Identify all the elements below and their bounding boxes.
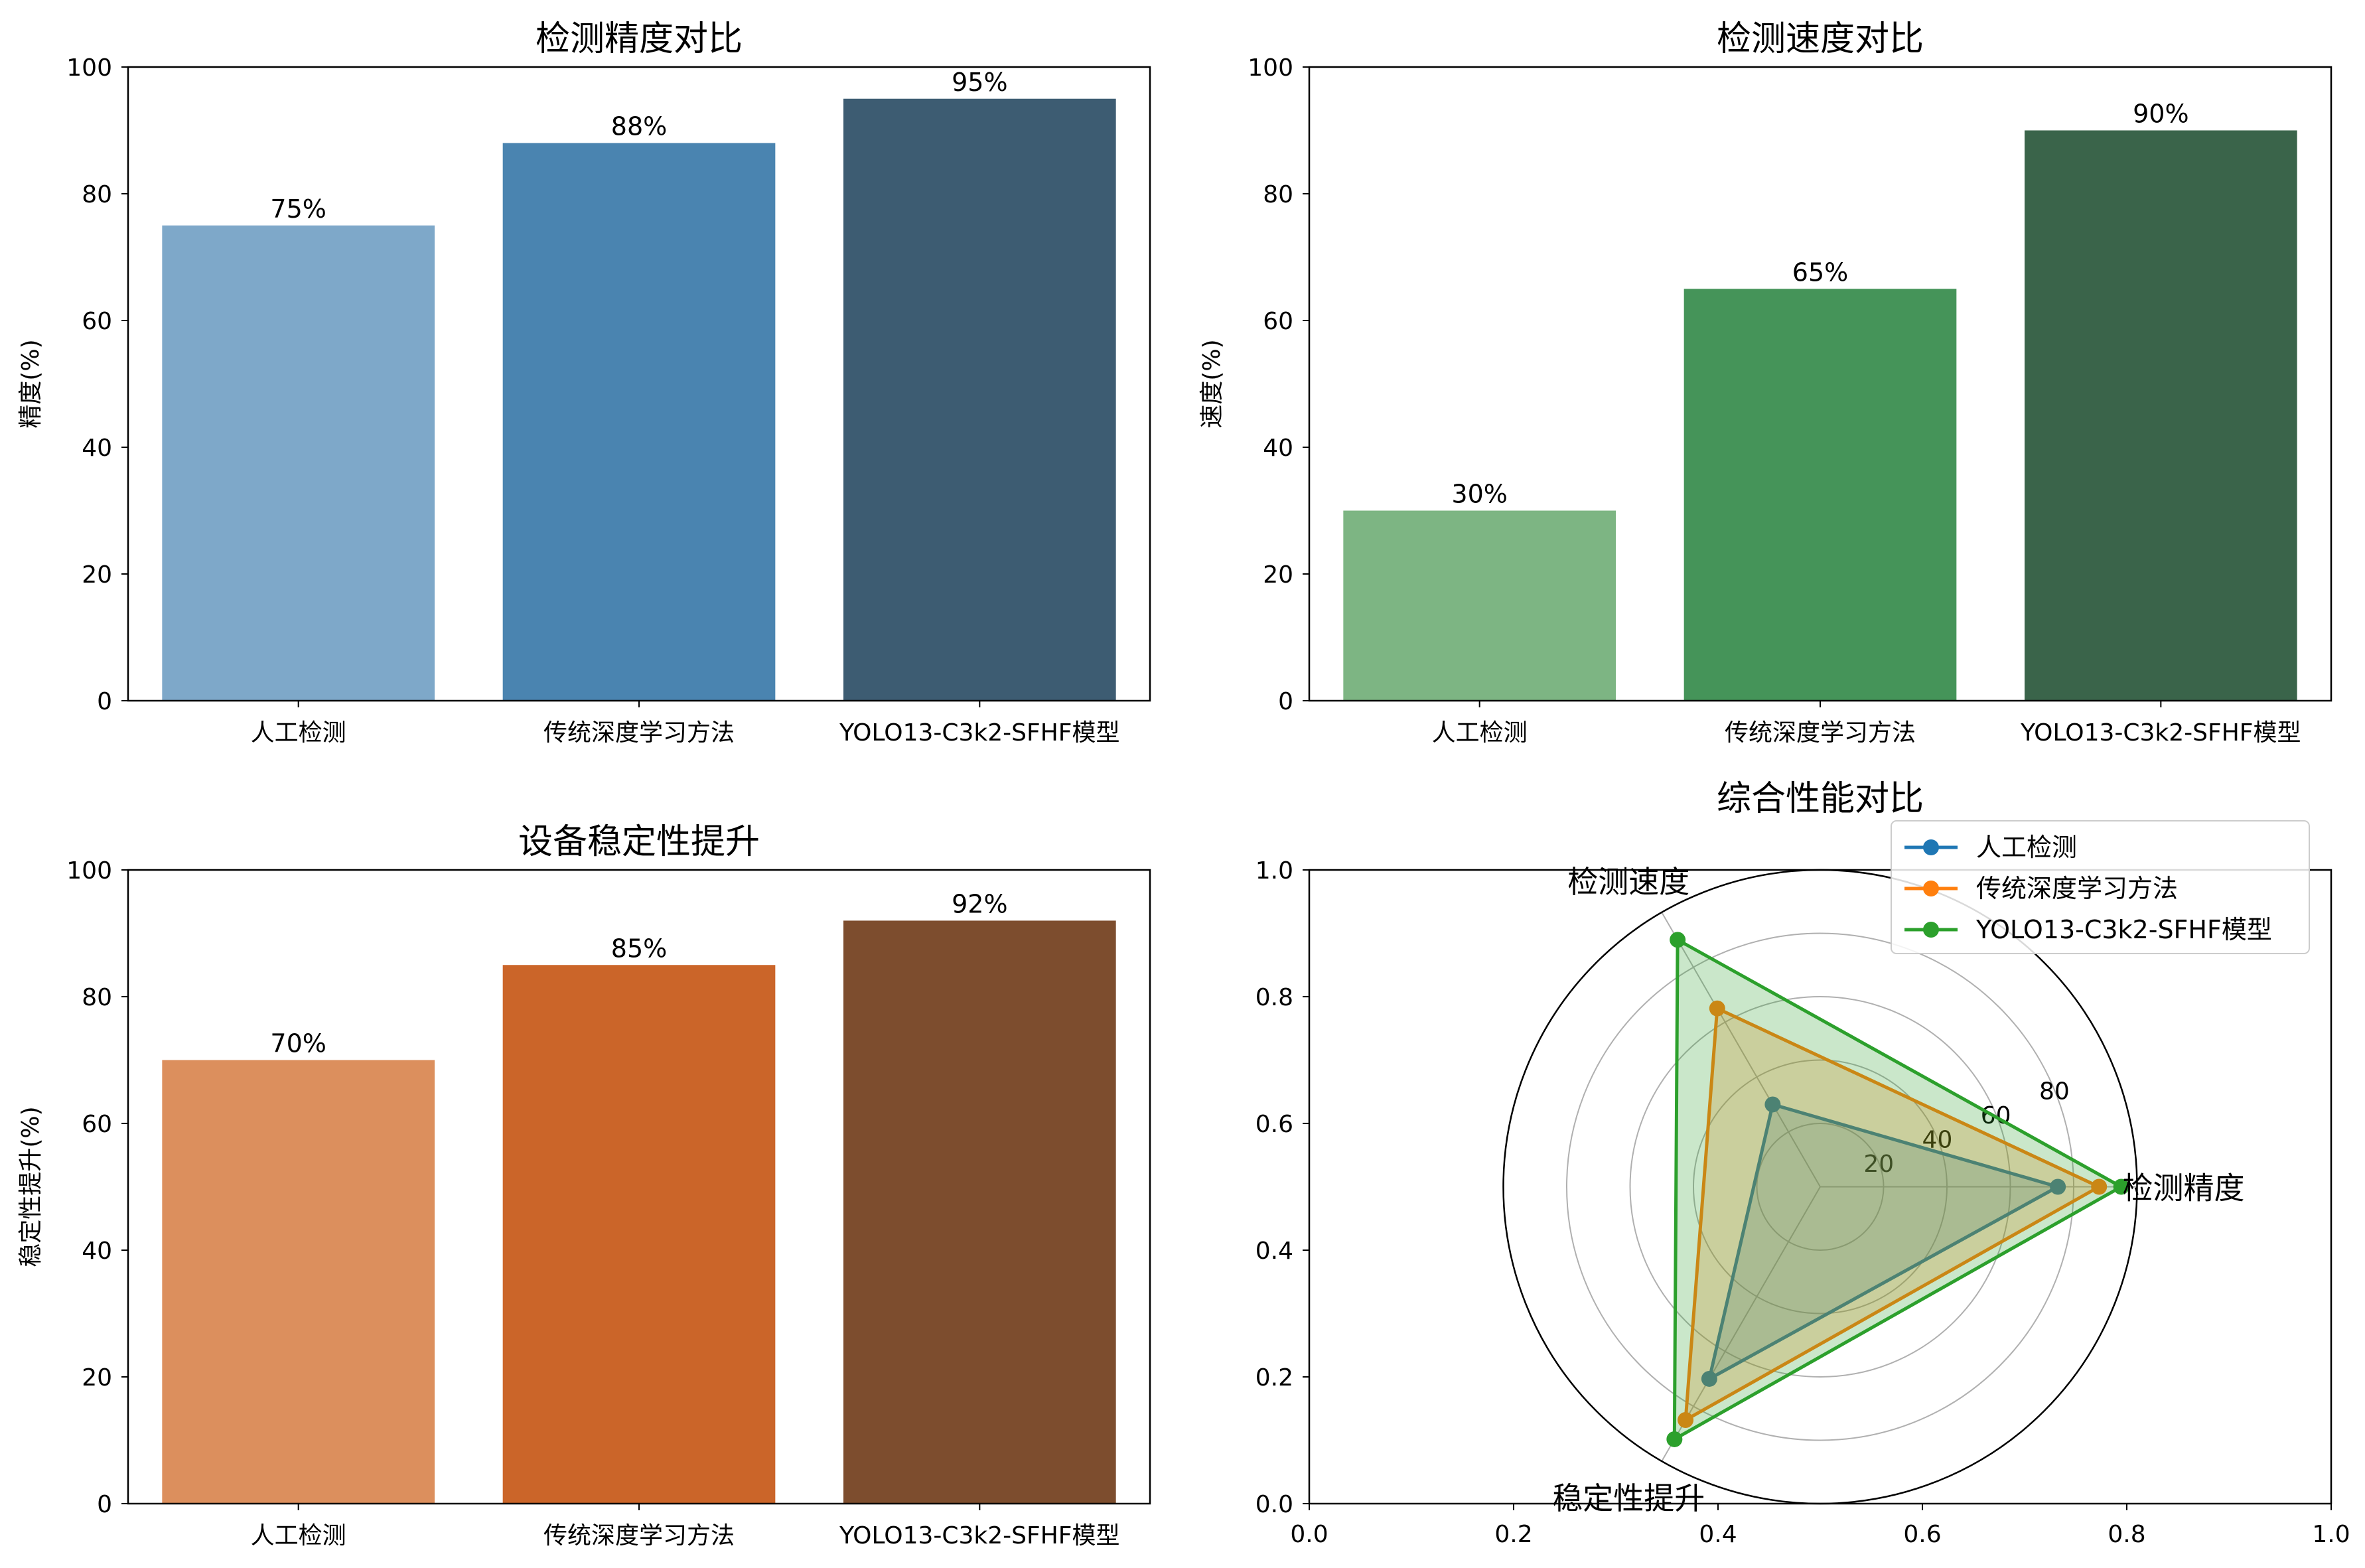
legend-marker — [1923, 922, 1939, 938]
x-tick-label: 0.4 — [1699, 1521, 1737, 1548]
accuracy-chart: 75% 人工检测 88% 传统深度学习方法 95% YOLO13-C3k2-SFHF模型 0… — [17, 19, 1151, 747]
chart-title: 设备稳定性提升 — [518, 822, 760, 862]
x-tick-label: 1.0 — [2312, 1521, 2350, 1548]
data-point — [1701, 1370, 1717, 1387]
x-tick-label: 0.8 — [2108, 1521, 2145, 1548]
data-label: 85% — [611, 934, 667, 963]
x-tick-label: 0.6 — [1903, 1521, 1941, 1548]
y-axis-label: 精度(%) — [17, 339, 44, 428]
legend-box — [1891, 820, 2310, 954]
chart-title: 检测精度对比 — [536, 19, 743, 59]
y-axis-label: 速度(%) — [1198, 339, 1226, 428]
x-tick-label: 人工检测 — [251, 1522, 346, 1549]
data-point — [1678, 1411, 1694, 1428]
axes-frame — [1308, 66, 2332, 702]
data-label: 95% — [952, 68, 1007, 97]
legend-label: YOLO13-C3k2-SFHF模型 — [1975, 915, 2272, 944]
y-tick-label: 0.4 — [1255, 1238, 1293, 1265]
data-label: 75% — [270, 194, 326, 224]
y-tick-label: 100 — [66, 54, 112, 82]
y-tick-label: 60 — [82, 1111, 112, 1138]
x-tick-label: 传统深度学习方法 — [543, 1522, 735, 1549]
y-tick-label: 20 — [1263, 561, 1293, 589]
y-tick-label: 80 — [1263, 181, 1293, 208]
y-tick-label: 40 — [82, 435, 112, 462]
data-label: 90% — [2133, 100, 2188, 129]
x-tick-label: 传统深度学习方法 — [1725, 719, 1916, 747]
radar-axis-label: 检测精度 — [2123, 1171, 2245, 1206]
legend-marker — [1923, 839, 1939, 855]
bar — [162, 1060, 435, 1504]
series-area — [1707, 1102, 2060, 1381]
r-tick-label: 80 — [2039, 1078, 2070, 1105]
y-tick-label: 0 — [1278, 688, 1293, 715]
data-point — [2050, 1178, 2066, 1195]
data-label: 65% — [1792, 257, 1848, 287]
y-tick-label: 60 — [82, 308, 112, 335]
x-tick-label: 0.0 — [1290, 1521, 1328, 1548]
y-tick-label: 0.8 — [1255, 984, 1293, 1011]
series-area — [1684, 1007, 2101, 1422]
radar-axis-label: 稳定性提升 — [1552, 1480, 1705, 1516]
bar — [1684, 289, 1957, 701]
y-tick-label: 20 — [82, 1364, 112, 1391]
radar-axis-label: 检测速度 — [1567, 864, 1689, 900]
bar — [502, 143, 776, 701]
bar — [502, 965, 776, 1504]
y-tick-label: 80 — [82, 984, 112, 1011]
data-label: 92% — [952, 889, 1007, 918]
y-tick-label: 100 — [1248, 54, 1293, 82]
bar — [843, 98, 1116, 701]
data-point — [1666, 1431, 1683, 1447]
y-tick-label: 60 — [1263, 308, 1293, 335]
data-point — [1709, 1000, 1725, 1017]
data-label: 30% — [1451, 480, 1507, 509]
x-tick-label: 人工检测 — [1432, 719, 1528, 747]
legend-marker — [1923, 881, 1939, 896]
data-point — [1670, 932, 1686, 948]
x-tick-label: 传统深度学习方法 — [543, 719, 735, 747]
r-tick-label: 20 — [1863, 1151, 1894, 1178]
bar — [843, 920, 1116, 1504]
data-label: 70% — [270, 1029, 326, 1058]
y-tick-label: 20 — [82, 561, 112, 589]
y-tick-label: 80 — [82, 181, 112, 208]
axes-frame — [127, 869, 1151, 1505]
bar — [162, 225, 435, 701]
stability-chart: 70% 人工检测 85% 传统深度学习方法 92% YOLO13-C3k2-SFHF模型 0… — [17, 822, 1151, 1549]
axes-frame — [127, 66, 1151, 702]
x-tick-label: 人工检测 — [251, 719, 346, 747]
data-label: 88% — [611, 112, 667, 141]
data-point — [2113, 1178, 2129, 1195]
x-tick-label: YOLO13-C3k2-SFHF模型 — [839, 1522, 1119, 1549]
bar — [2025, 130, 2297, 701]
data-point — [1764, 1096, 1781, 1113]
y-tick-label: 0 — [97, 1491, 112, 1518]
x-tick-label: YOLO13-C3k2-SFHF模型 — [2020, 719, 2301, 747]
y-tick-label: 0 — [97, 688, 112, 715]
y-tick-label: 40 — [82, 1238, 112, 1265]
series-area — [1672, 938, 2123, 1441]
y-tick-label: 1.0 — [1255, 857, 1293, 885]
y-tick-label: 100 — [66, 857, 112, 885]
radar-chart: 0.00.00.20.20.40.40.60.60.80.81.01.02040… — [1255, 779, 2350, 1548]
speed-chart: 30% 人工检测 65% 传统深度学习方法 90% YOLO13-C3k2-SFHF模型 0… — [1198, 19, 2332, 747]
legend-label: 传统深度学习方法 — [1976, 874, 2178, 903]
y-axis-label: 稳定性提升(%) — [17, 1106, 44, 1267]
y-tick-label: 40 — [1263, 435, 1293, 462]
polar-frame — [1502, 869, 2138, 1505]
chart-title: 综合性能对比 — [1717, 779, 1924, 819]
y-tick-label: 0.0 — [1255, 1491, 1293, 1518]
spoke-gridline — [1661, 912, 1821, 1188]
x-tick-label: YOLO13-C3k2-SFHF模型 — [839, 719, 1119, 747]
x-tick-label: 0.2 — [1494, 1521, 1532, 1548]
y-tick-label: 0.6 — [1255, 1111, 1293, 1138]
legend-label: 人工检测 — [1976, 833, 2077, 862]
data-point — [2091, 1178, 2108, 1195]
y-tick-label: 0.2 — [1255, 1364, 1293, 1391]
bar — [1343, 510, 1616, 701]
chart-title: 检测速度对比 — [1717, 19, 1924, 59]
